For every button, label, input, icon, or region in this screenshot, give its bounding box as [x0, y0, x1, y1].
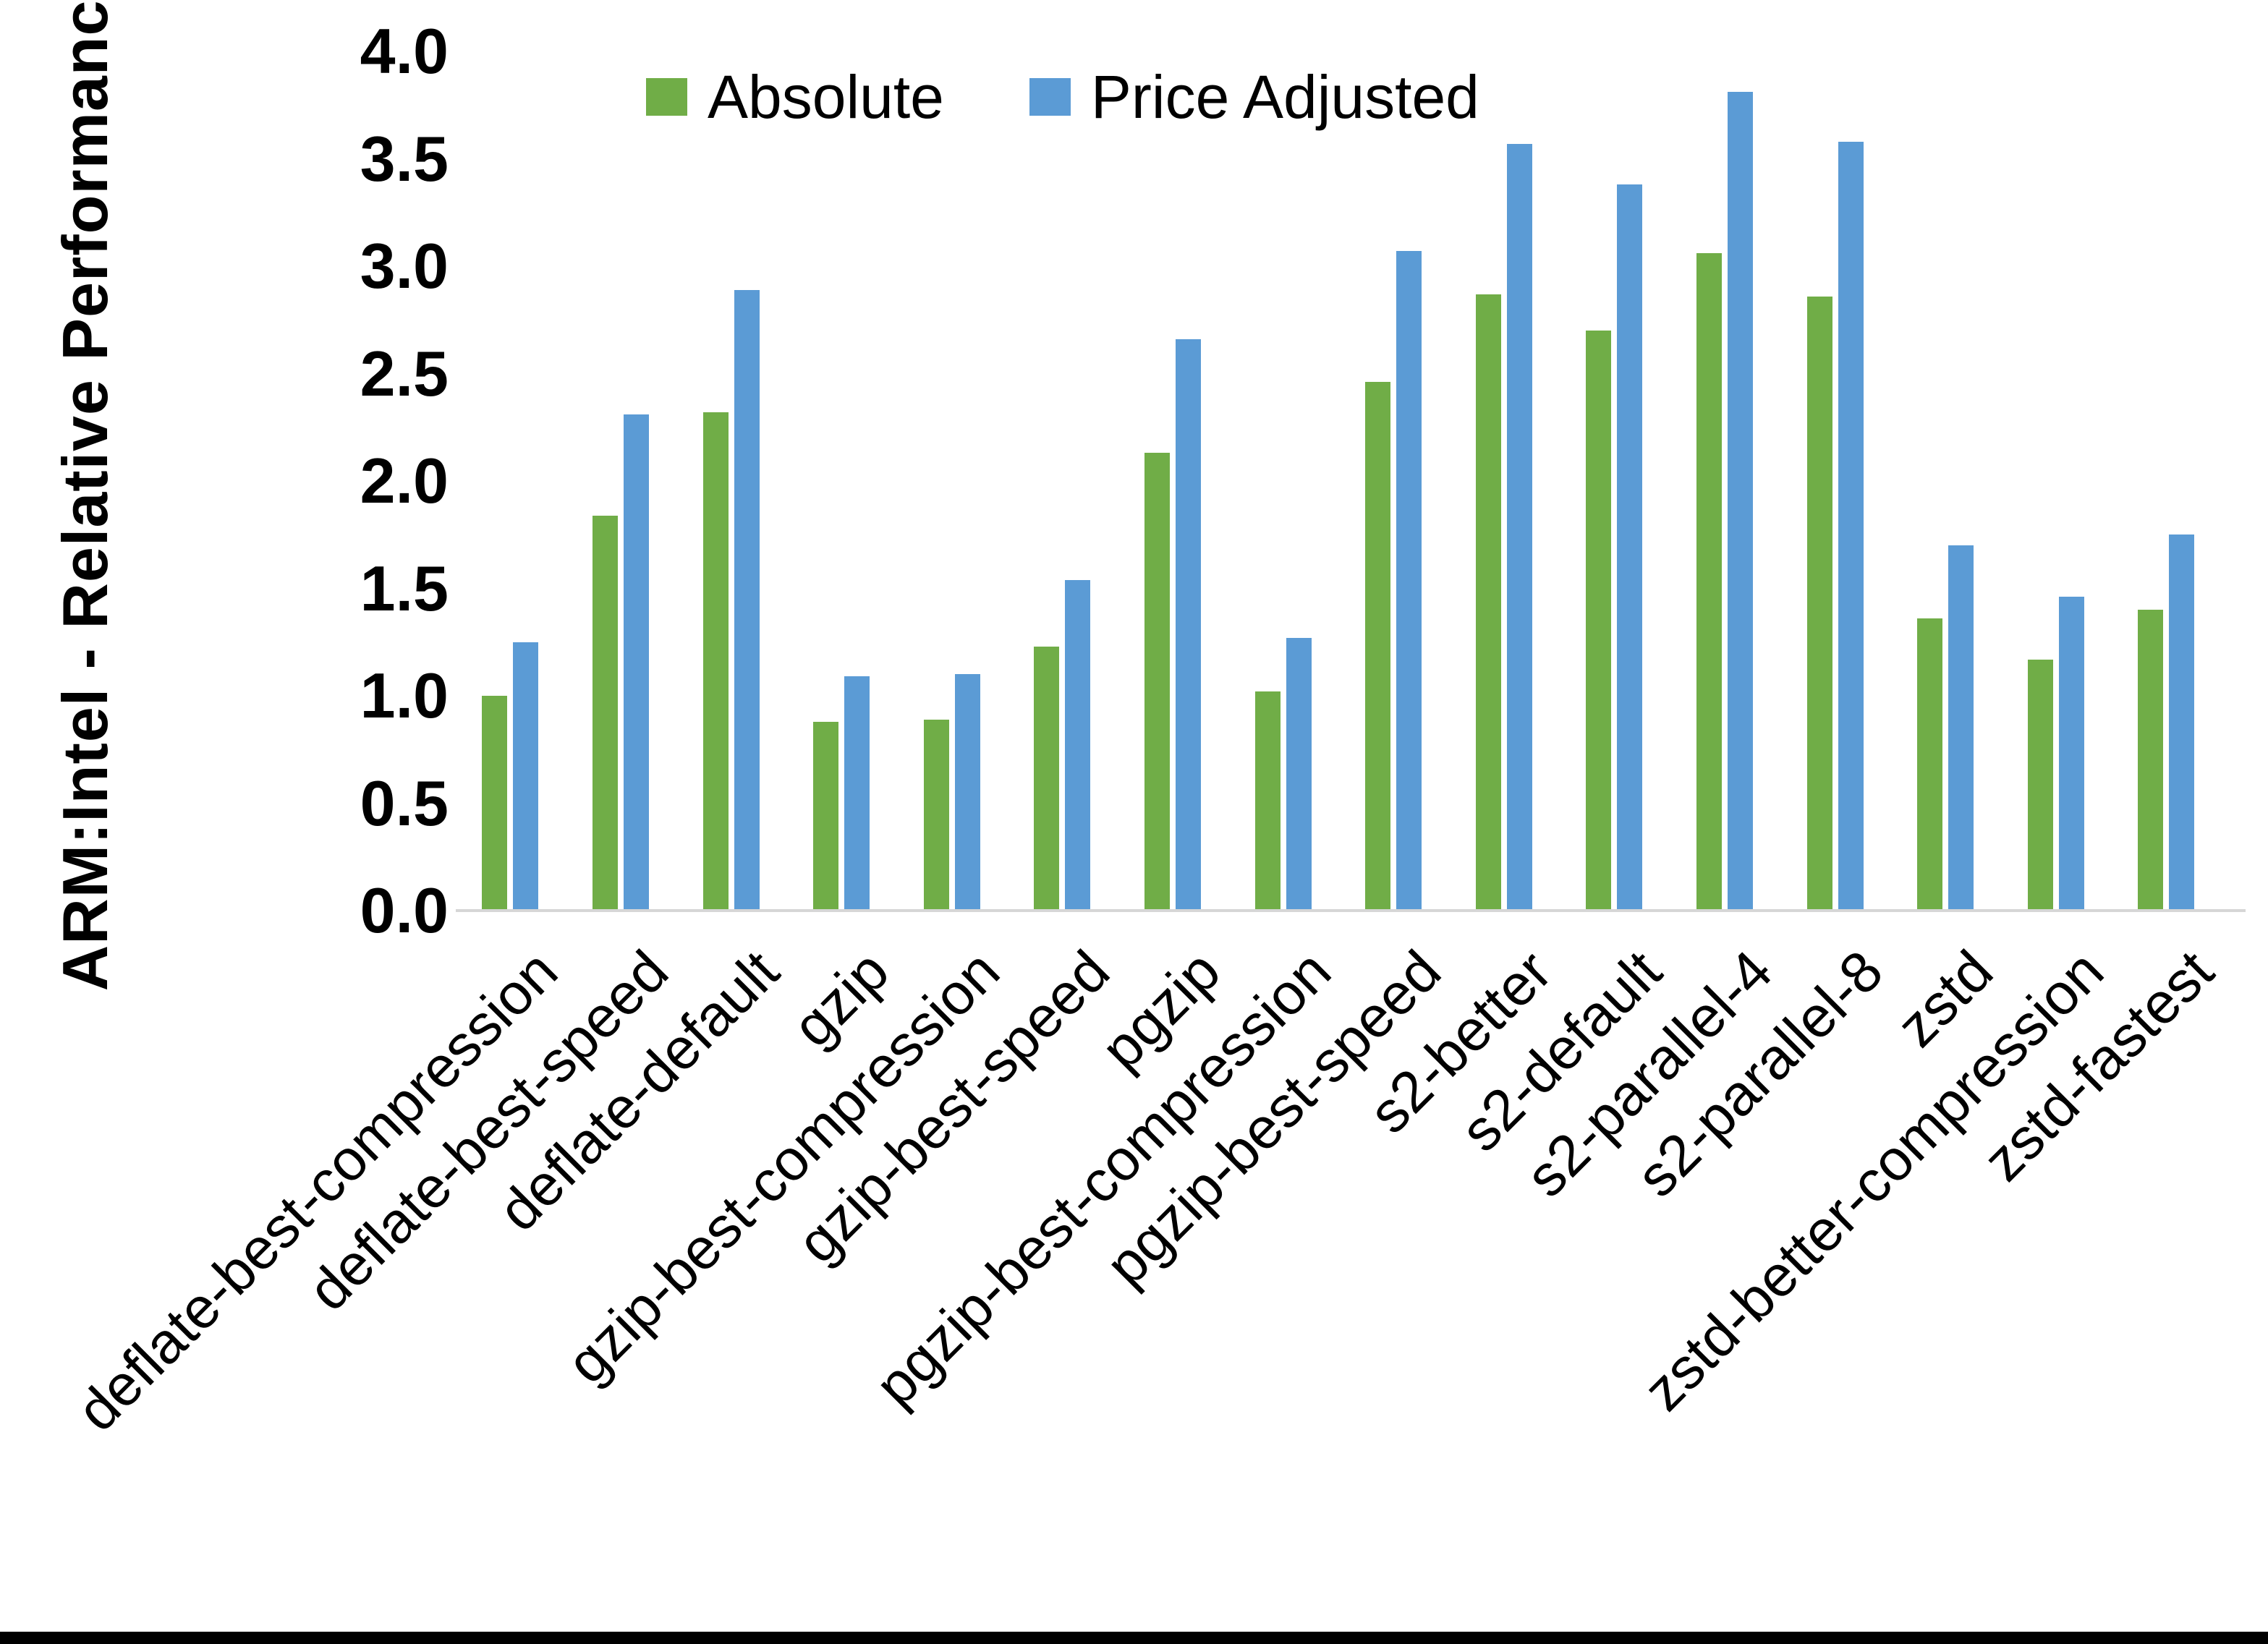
bar-absolute-gzip-best-compression [924, 720, 949, 911]
bar-price-adjusted-s2-better [1507, 144, 1532, 911]
bar-price-adjusted-deflate-best-compression [513, 642, 538, 911]
bar-absolute-s2-parallel-8 [1807, 297, 1832, 911]
y-tick-label: 0.0 [360, 874, 449, 946]
bar-price-adjusted-zstd-fastest [2169, 534, 2194, 911]
legend-swatch-price-adjusted [1029, 78, 1071, 116]
legend-item-absolute: Absolute [646, 67, 944, 127]
bar-absolute-pgzip-best-compression [1255, 691, 1280, 911]
legend-item-price-adjusted: Price Adjusted [1029, 67, 1479, 127]
y-tick-label: 0.5 [360, 767, 449, 839]
bar-absolute-s2-default [1586, 331, 1611, 911]
bar-price-adjusted-deflate-best-speed [624, 414, 649, 911]
y-tick-label: 2.5 [360, 337, 449, 409]
y-axis-title: ARM:Intel - Relative Performance [49, 0, 121, 992]
bar-price-adjusted-pgzip-best-compression [1286, 638, 1312, 911]
y-tick-label: 4.0 [360, 15, 449, 87]
bar-price-adjusted-gzip [844, 676, 870, 911]
bar-price-adjusted-s2-default [1617, 184, 1642, 911]
bar-price-adjusted-s2-parallel-4 [1728, 92, 1753, 911]
y-tick-label: 1.5 [360, 552, 449, 624]
bar-absolute-deflate-best-compression [482, 696, 507, 911]
legend-label-absolute: Absolute [708, 63, 944, 131]
bar-absolute-gzip [813, 722, 838, 911]
bar-price-adjusted-zstd [1948, 545, 1974, 911]
bar-price-adjusted-s2-parallel-8 [1838, 142, 1864, 911]
bar-absolute-pgzip [1144, 453, 1170, 911]
bar-absolute-deflate-best-speed [593, 516, 618, 911]
x-axis-line [456, 909, 2246, 912]
bar-absolute-deflate-default [703, 412, 729, 911]
bar-price-adjusted-deflate-default [734, 290, 760, 911]
bar-absolute-s2-parallel-4 [1696, 253, 1722, 911]
legend-swatch-absolute [646, 78, 687, 116]
bar-absolute-pgzip-best-speed [1365, 382, 1390, 911]
bar-price-adjusted-pgzip [1176, 339, 1201, 911]
bar-absolute-zstd-better-compression [2028, 660, 2053, 911]
bar-price-adjusted-pgzip-best-speed [1396, 251, 1422, 911]
y-tick-label: 2.0 [360, 445, 449, 516]
y-tick-label: 3.0 [360, 230, 449, 302]
bar-price-adjusted-gzip-best-speed [1065, 580, 1090, 911]
bar-absolute-zstd [1917, 618, 1942, 911]
y-tick-label: 3.5 [360, 122, 449, 195]
bar-absolute-zstd-fastest [2138, 610, 2163, 911]
legend: Absolute Price Adjusted [646, 67, 1479, 127]
bar-price-adjusted-gzip-best-compression [955, 674, 980, 911]
bar-absolute-s2-better [1476, 294, 1501, 911]
bottom-border-strip [0, 1632, 2268, 1644]
legend-label-price-adjusted: Price Adjusted [1090, 63, 1479, 131]
bar-absolute-gzip-best-speed [1034, 647, 1059, 911]
y-tick-label: 1.0 [360, 660, 449, 731]
bar-price-adjusted-zstd-better-compression [2059, 597, 2084, 911]
